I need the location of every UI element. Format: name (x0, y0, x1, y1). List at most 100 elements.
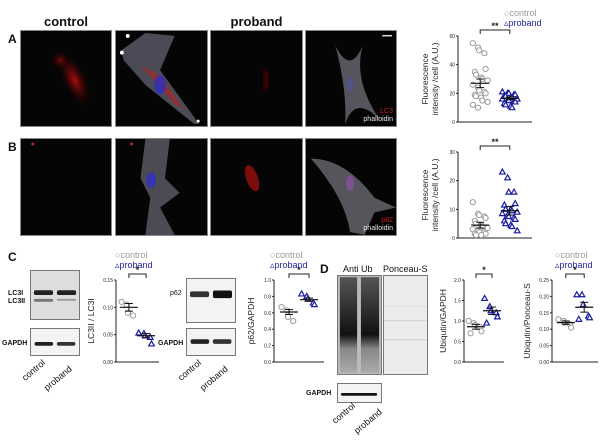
svg-text:1.5: 1.5 (454, 299, 461, 305)
stain-legend-b: p62 phalloidin (363, 217, 393, 233)
band-label-p62: p62 (170, 290, 182, 297)
circle-marker-icon: ○ (115, 250, 121, 260)
svg-text:*: * (573, 265, 577, 275)
blot-p62 (186, 278, 236, 323)
svg-text:0.00: 0.00 (103, 360, 113, 366)
blot-anti-ub (337, 275, 382, 375)
svg-text:0.25: 0.25 (539, 278, 549, 284)
triangle-marker-icon: ▵ (115, 260, 120, 270)
circle-marker-icon: ○ (555, 250, 561, 260)
blot-title-anti-ub: Anti Ub (343, 264, 373, 274)
blot-ponceau-s (383, 275, 428, 375)
svg-text:Ubiqutin/GAPDH: Ubiqutin/GAPDH (438, 289, 448, 353)
svg-text:intensity /cell (A.U.): intensity /cell (A.U.) (430, 42, 440, 115)
band-label-gapdh: GAPDH (2, 340, 28, 347)
svg-text:0.0: 0.0 (454, 360, 461, 366)
panel-letter-b: B (8, 140, 17, 154)
panel-letter-a: A (8, 32, 17, 46)
legend-c1: ○control ▵proband (115, 250, 153, 270)
legend-a: ○control ▵proband (504, 8, 542, 28)
svg-text:0.05: 0.05 (539, 344, 549, 350)
band-label-gapdh: GAPDH (306, 390, 332, 397)
micrograph-b-control-p62 (20, 138, 112, 236)
svg-text:0.2: 0.2 (264, 344, 271, 350)
svg-text:LC3II / LC3I: LC3II / LC3I (86, 298, 96, 343)
stain-legend-a: LC3 phalloidin (363, 108, 393, 124)
stain-label-lc3: LC3 (380, 108, 393, 115)
blot-lc3 (30, 270, 80, 320)
legend-d: ○control ▵proband (555, 250, 593, 270)
chart-d-ubiquitin-ponceau: 0.00 0.05 0.10 0.15 0.20 0.25 Ubiqutin/Ponceau… (520, 262, 600, 372)
svg-text:30: 30 (449, 150, 455, 156)
svg-text:60: 60 (449, 34, 455, 40)
svg-text:Fluorescence: Fluorescence (420, 53, 430, 104)
lane-label-proband: proband (42, 363, 74, 393)
chart-a-lc3-intensity: 0 20 40 60 Fluorescence intensity /cell (A.U.… (420, 20, 540, 132)
column-title-control: control (43, 14, 89, 29)
triangle-marker-icon: ▵ (504, 18, 509, 28)
svg-text:0.4: 0.4 (264, 327, 271, 333)
triangle-marker-icon: ▵ (555, 260, 560, 270)
blot-title-ponceau: Ponceau-S (383, 264, 428, 274)
chart-c-lc3-ratio: 0.00 0.05 0.10 0.15 LC3II / LC3I * (84, 262, 159, 372)
svg-text:0.6: 0.6 (264, 311, 271, 317)
lane-label-proband: proband (352, 406, 384, 436)
micrograph-b-proband-merge: p62 phalloidin (305, 138, 397, 236)
band-label-lc3ii: LC3II (8, 298, 26, 305)
svg-text:Ubiqutin/Ponceau-S: Ubiqutin/Ponceau-S (522, 283, 532, 359)
stain-label-p62: p62 (381, 217, 393, 224)
chart-b-p62-intensity: 0 10 20 30 Fluorescence intensity /cell (A.U.… (420, 136, 540, 248)
blot-gapdh-d (337, 383, 382, 403)
triangle-marker-icon: ▵ (270, 260, 275, 270)
micrograph-a-proband-lc3 (210, 30, 303, 127)
svg-text:p62/GAPDH: p62/GAPDH (246, 298, 256, 345)
column-title-proband: proband (230, 14, 283, 29)
svg-text:1.0: 1.0 (264, 278, 271, 284)
svg-text:0.5: 0.5 (454, 340, 461, 346)
svg-text:intensity /cell (A.U.): intensity /cell (A.U.) (430, 158, 440, 231)
blot-gapdh-c2 (186, 328, 236, 356)
svg-text:*: * (136, 265, 140, 275)
chart-d-ubiquitin-gapdh: 0.0 0.5 1.0 1.5 2.0 Ubiqutin/GAPDH * (436, 262, 506, 372)
svg-text:0.15: 0.15 (103, 278, 113, 284)
svg-text:**: ** (491, 21, 499, 31)
svg-text:0: 0 (452, 120, 455, 126)
svg-text:0.20: 0.20 (539, 294, 549, 300)
svg-text:Fluorescence: Fluorescence (420, 169, 430, 220)
svg-text:10: 10 (449, 207, 455, 213)
svg-text:*: * (297, 265, 301, 275)
svg-text:0.8: 0.8 (264, 294, 271, 300)
svg-text:0.10: 0.10 (539, 327, 549, 333)
svg-text:0.0: 0.0 (264, 360, 271, 366)
svg-text:0.15: 0.15 (539, 311, 549, 317)
svg-text:**: ** (491, 137, 499, 147)
lane-label-proband: proband (198, 363, 230, 393)
micrograph-a-control-merge (115, 30, 208, 127)
svg-text:40: 40 (449, 63, 455, 69)
blot-gapdh-c1 (30, 328, 80, 356)
micrograph-a-control-lc3 (20, 30, 112, 127)
micrograph-b-proband-p62 (210, 138, 303, 236)
legend-c2: ○control ▵proband (270, 250, 308, 270)
stain-label-phalloidin: phalloidin (363, 116, 393, 123)
circle-marker-icon: ○ (270, 250, 276, 260)
svg-text:1.0: 1.0 (454, 319, 461, 325)
svg-text:0: 0 (452, 236, 455, 242)
micrograph-b-control-merge (115, 138, 208, 236)
lane-label-control: control (330, 400, 358, 426)
svg-text:*: * (482, 265, 486, 275)
band-label-lc3i: LC3I (8, 290, 24, 297)
chart-c-p62-gapdh: 0.0 0.2 0.4 0.6 0.8 1.0 p62/GAPDH * (244, 262, 324, 372)
panel-letter-c: C (8, 250, 17, 264)
svg-text:20: 20 (449, 91, 455, 97)
band-label-gapdh: GAPDH (158, 340, 184, 347)
panel-letter-d: D (320, 262, 329, 276)
lane-label-control: control (20, 357, 48, 383)
svg-text:0.05: 0.05 (103, 333, 113, 339)
svg-text:2.0: 2.0 (454, 278, 461, 284)
svg-text:0.10: 0.10 (103, 305, 113, 311)
svg-text:0.00: 0.00 (539, 360, 549, 366)
stain-label-phalloidin: phalloidin (363, 225, 393, 232)
lane-label-control: control (176, 357, 204, 383)
svg-text:20: 20 (449, 179, 455, 185)
